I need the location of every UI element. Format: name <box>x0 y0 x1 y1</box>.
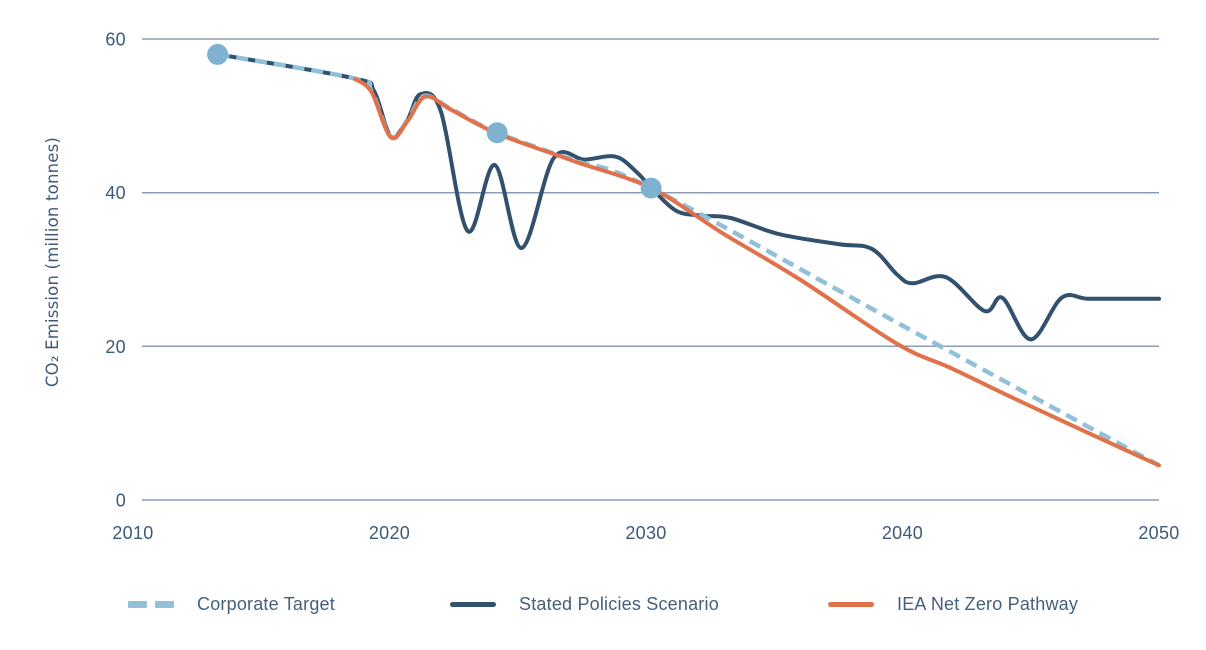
legend-item-iea-net-zero-pathway: IEA Net Zero Pathway <box>828 593 1078 615</box>
corporate-target-point-marker <box>640 177 662 199</box>
corporate-target-point-marker <box>207 43 229 65</box>
legend-label-corporate-target: Corporate Target <box>197 593 335 614</box>
iea-net-zero-line-swatch <box>828 601 874 607</box>
y-tick-label-60: 60 <box>105 30 126 50</box>
x-tick-label-2030: 2030 <box>625 523 666 543</box>
corporate-target-dash-swatch <box>128 600 174 608</box>
legend-item-corporate-target: Corporate Target <box>128 593 335 615</box>
series-line-iea-net-zero-pathway <box>352 77 1161 468</box>
x-tick-label-2040: 2040 <box>882 523 923 543</box>
legend-item-stated-policies-scenario: Stated Policies Scenario <box>450 593 719 615</box>
series-line-stated-policies-scenario <box>215 52 1161 342</box>
x-tick-label-2010: 2010 <box>112 523 153 543</box>
legend-label-stated-policies-scenario: Stated Policies Scenario <box>519 593 719 614</box>
corporate-target-point-marker <box>486 122 508 144</box>
legend-label-iea-net-zero-pathway: IEA Net Zero Pathway <box>897 593 1079 614</box>
series-line-corporate-target <box>217 52 1161 468</box>
y-axis-title: CO₂ Emission (million tonnes) <box>43 137 62 387</box>
x-tick-label-2050: 2050 <box>1138 523 1179 543</box>
stated-policies-line-swatch <box>450 601 496 607</box>
y-tick-label-0: 0 <box>116 491 126 511</box>
y-tick-label-40: 40 <box>105 183 126 203</box>
y-tick-label-20: 20 <box>105 337 126 357</box>
x-tick-label-2020: 2020 <box>369 523 410 543</box>
